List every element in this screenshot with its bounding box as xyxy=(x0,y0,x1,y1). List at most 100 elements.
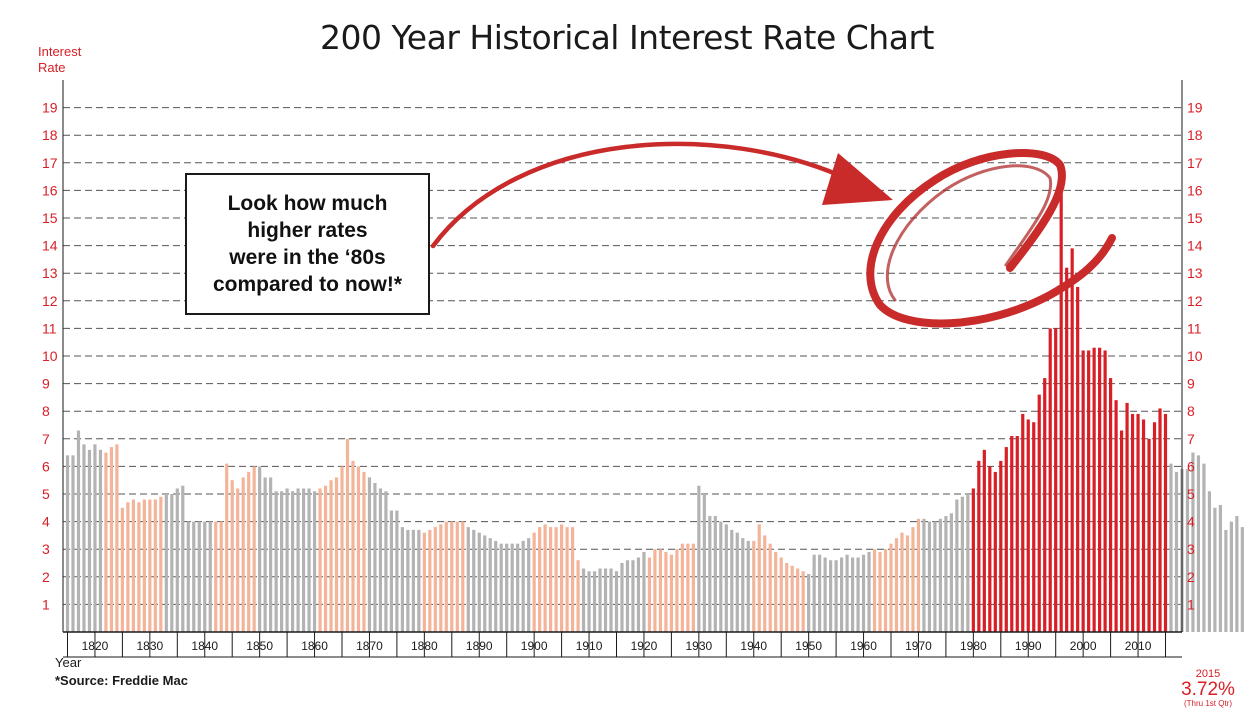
bar xyxy=(318,488,322,632)
bar xyxy=(433,527,437,632)
y-tick-label-left: 8 xyxy=(42,403,50,419)
bar xyxy=(384,491,388,632)
x-tick-label: 1830 xyxy=(136,639,163,653)
bar xyxy=(664,551,668,632)
bar xyxy=(258,466,262,632)
y-tick-label-left: 1 xyxy=(42,596,50,612)
bar xyxy=(192,521,196,632)
bar xyxy=(708,516,712,632)
x-tick-label: 1860 xyxy=(301,639,328,653)
bar xyxy=(406,529,410,632)
bar xyxy=(741,538,745,632)
bar xyxy=(1070,248,1074,633)
bar xyxy=(1141,419,1146,632)
bar xyxy=(872,549,877,632)
bar xyxy=(417,529,421,632)
axes xyxy=(62,80,1183,658)
x-tick-label: 1890 xyxy=(466,639,493,653)
bar xyxy=(1235,516,1239,632)
bar xyxy=(367,477,372,632)
bar xyxy=(450,521,454,632)
bar xyxy=(603,568,608,632)
bar xyxy=(269,477,273,632)
bar xyxy=(636,557,641,632)
y-tick-label-right: 10 xyxy=(1187,348,1203,364)
bar xyxy=(301,488,306,632)
bar xyxy=(71,455,75,632)
bar xyxy=(746,540,750,632)
bar xyxy=(126,502,130,632)
y-tick-label-left: 9 xyxy=(42,376,50,392)
annotation-arrow-curve xyxy=(430,141,853,249)
bar xyxy=(109,447,114,632)
x-tick-label: 2000 xyxy=(1070,639,1097,653)
x-tick-label: 1840 xyxy=(191,639,218,653)
bar xyxy=(631,560,635,632)
bar xyxy=(472,529,476,632)
bar xyxy=(598,568,602,632)
bar xyxy=(1081,350,1085,632)
bar xyxy=(1174,471,1179,632)
bar xyxy=(389,510,394,632)
bar xyxy=(538,527,542,632)
bar xyxy=(757,524,761,632)
bar xyxy=(1136,413,1140,632)
y-tick-label-right: 11 xyxy=(1187,320,1202,336)
bar xyxy=(565,527,569,632)
bar xyxy=(955,499,959,632)
bar xyxy=(752,540,756,632)
end-note: (Thru 1st Qtr) xyxy=(1183,699,1232,708)
bar xyxy=(1114,400,1118,632)
x-tick-label: 1900 xyxy=(521,639,548,653)
bar xyxy=(713,516,717,632)
x-axis-title: Year xyxy=(55,655,82,670)
bar xyxy=(296,488,300,632)
bar xyxy=(1026,419,1030,632)
bar xyxy=(675,549,679,632)
bar xyxy=(850,557,855,632)
bar xyxy=(181,485,185,632)
bar xyxy=(1119,430,1124,632)
bar xyxy=(422,532,426,632)
bar xyxy=(790,565,794,632)
bar xyxy=(1015,436,1019,632)
bar xyxy=(560,524,564,632)
y-tick-label-right: 8 xyxy=(1187,403,1195,419)
bar xyxy=(647,557,652,632)
y-tick-label-left: 12 xyxy=(42,293,58,309)
y-tick-label-right: 1 xyxy=(1187,596,1195,612)
x-tick-label: 1920 xyxy=(631,639,658,653)
bar xyxy=(312,491,317,632)
bar xyxy=(1240,527,1244,632)
bar xyxy=(938,518,943,632)
bar xyxy=(861,554,866,632)
bar xyxy=(345,438,350,632)
x-tick-label: 1910 xyxy=(576,639,603,653)
bar xyxy=(1229,521,1233,632)
x-tick-label: 1990 xyxy=(1015,639,1042,653)
bar xyxy=(549,527,553,632)
bar xyxy=(356,466,361,632)
bar xyxy=(971,488,975,632)
y-tick-label-right: 14 xyxy=(1187,238,1203,254)
bar xyxy=(581,568,586,632)
y-tick-label-left: 18 xyxy=(42,127,58,143)
y-tick-label-right: 4 xyxy=(1187,514,1195,530)
y-tick-label-left: 13 xyxy=(42,265,58,281)
callout-text: Look how much higher rates were in the ‘… xyxy=(212,192,402,296)
bar xyxy=(576,560,580,632)
bar xyxy=(680,543,684,632)
bar xyxy=(263,477,267,632)
bar xyxy=(274,491,278,632)
bar xyxy=(730,529,734,632)
y-tick-label-left: 3 xyxy=(42,541,50,557)
annotation-circle-inner xyxy=(885,164,1053,302)
bar xyxy=(1054,328,1058,632)
bar xyxy=(839,557,844,632)
bar xyxy=(686,543,690,632)
bar xyxy=(527,538,531,632)
bar xyxy=(1169,463,1173,632)
bar xyxy=(823,557,827,632)
bar xyxy=(93,444,97,632)
